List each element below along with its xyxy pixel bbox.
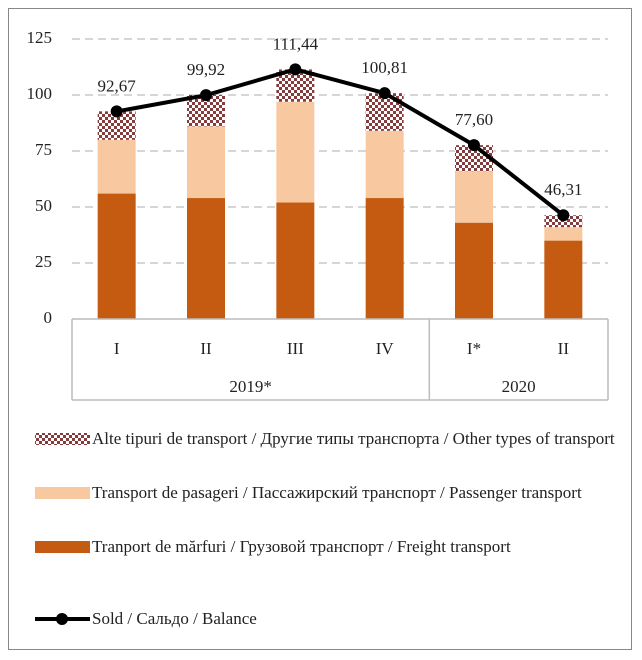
data-label: 46,31 (544, 180, 582, 199)
legend-marker (56, 613, 68, 625)
data-label: 77,60 (455, 110, 493, 129)
y-tick-label: 100 (27, 84, 53, 103)
data-label: 100,81 (361, 58, 408, 77)
x-tick-label: I* (467, 339, 481, 358)
y-tick-label: 25 (35, 252, 52, 271)
legend-swatch (35, 487, 90, 499)
y-tick-label: 75 (35, 140, 52, 159)
line-marker (200, 89, 212, 102)
group-label: 2020 (502, 377, 536, 396)
bar-segment (97, 139, 136, 194)
bar-segment (187, 126, 225, 199)
legend-swatch (35, 433, 90, 445)
x-tick-label: I (114, 339, 120, 358)
line-marker (289, 63, 302, 76)
x-tick-label: III (287, 339, 304, 358)
line-marker (110, 105, 123, 118)
data-label: 99,92 (187, 60, 225, 79)
line-marker (378, 87, 391, 100)
x-tick-label: IV (376, 339, 395, 358)
group-label: 2019* (229, 377, 272, 396)
legend-label: Alte tipuri de transport / Другие типы т… (92, 429, 615, 448)
bar-segment (455, 171, 493, 223)
data-label: 111,44 (273, 34, 319, 53)
line (116, 67, 565, 217)
y-tick-label: 125 (27, 28, 53, 47)
bar-segment (544, 240, 583, 319)
y-tick-label: 50 (35, 196, 52, 215)
legend-swatch (35, 541, 90, 553)
bar-segment (97, 193, 136, 319)
bar-segment (455, 222, 493, 319)
bar-segment (276, 202, 315, 319)
bar-segment (544, 227, 583, 241)
legend-label: Transport de pasageri / Пассажирский тра… (92, 483, 582, 502)
chart-frame (8, 8, 632, 650)
legend-label: Sold / Сальдо / Balance (92, 609, 257, 628)
bar-segment (187, 198, 225, 319)
x-tick-label: II (200, 339, 212, 358)
bar-segment (365, 130, 404, 199)
bar-segment (276, 101, 315, 203)
x-tick-label: II (558, 339, 570, 358)
legend-label: Tranport de mărfuri / Грузовой транспорт… (92, 537, 511, 556)
data-label: 92,67 (98, 76, 137, 95)
y-tick-label: 0 (44, 308, 53, 327)
bar-segment (365, 198, 404, 319)
line-marker (468, 139, 480, 152)
line-marker (557, 209, 570, 222)
